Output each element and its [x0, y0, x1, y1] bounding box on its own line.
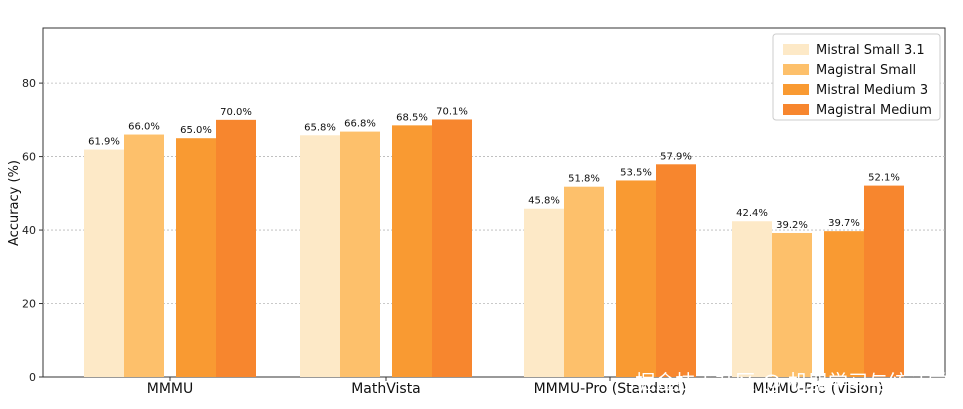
data-label: 70.1%: [436, 106, 468, 117]
bar: [732, 221, 772, 377]
x-axis-ticks: MMMU MathVista MMMU-Pro (Standard) MMMU-Pro…: [147, 377, 884, 397]
y-tick-label: 0: [29, 371, 36, 384]
data-labels: 61.9% 65.8% 45.8% 42.4% 66.0% 66.8% 51.8% 39.2%…: [88, 106, 900, 231]
bar: [864, 185, 904, 377]
data-label: 45.8%: [528, 196, 560, 207]
x-tick-label: MMMU-Pro (Vision): [753, 381, 884, 397]
data-label: 61.9%: [88, 137, 120, 148]
y-tick-label: 80: [22, 77, 36, 90]
legend-box: [772, 33, 941, 121]
legend-swatch: [783, 64, 809, 75]
bar: [616, 180, 656, 377]
y-axis-ticks: 0 20 40 60 80: [22, 77, 43, 384]
legend-swatch: [783, 104, 809, 115]
bar: [340, 131, 380, 377]
x-tick-label: MMMU-Pro (Standard): [534, 381, 687, 397]
data-label: 66.8%: [344, 119, 376, 130]
data-label: 57.9%: [660, 151, 692, 162]
x-tick-label: MMMU: [147, 381, 193, 397]
y-tick-label: 60: [22, 151, 36, 164]
watermark: 掘金技术社区 @ 机器学习与统计学: [635, 370, 948, 394]
bar: [84, 149, 124, 377]
y-tick-label: 40: [22, 224, 36, 237]
bar: [564, 186, 604, 377]
legend-label: Magistral Small: [816, 63, 916, 78]
data-label: 39.2%: [776, 220, 808, 231]
data-label: 68.5%: [396, 112, 428, 123]
x-tick-label: MathVista: [351, 381, 421, 397]
y-axis-label: Accuracy (%): [7, 160, 22, 246]
data-label: 70.0%: [220, 107, 252, 118]
data-label: 39.7%: [828, 218, 860, 229]
y-tick-label: 20: [22, 298, 36, 311]
bar: [824, 231, 864, 377]
legend-label: Mistral Small 3.1: [816, 43, 925, 58]
bar: [772, 232, 812, 377]
bar: [432, 119, 472, 378]
bar: [300, 135, 340, 377]
data-label: 42.4%: [736, 208, 768, 219]
legend-swatch: [783, 44, 809, 55]
bars: [84, 119, 904, 378]
legend: Mistral Small 3.1 Magistral Small Mistral …: [772, 33, 941, 121]
bar: [216, 119, 256, 377]
data-label: 65.0%: [180, 125, 212, 136]
bar: [524, 208, 564, 377]
legend-label: Magistral Medium: [816, 103, 932, 118]
data-label: 65.8%: [304, 122, 336, 133]
data-label: 51.8%: [568, 174, 600, 185]
bar: [176, 138, 216, 377]
data-label: 53.5%: [620, 167, 652, 178]
bar: [392, 125, 432, 377]
legend-label: Mistral Medium 3: [816, 83, 928, 98]
legend-swatch: [783, 84, 809, 95]
data-label: 52.1%: [868, 173, 900, 184]
bar: [656, 164, 696, 377]
data-label: 66.0%: [128, 122, 160, 133]
bar: [124, 134, 164, 377]
